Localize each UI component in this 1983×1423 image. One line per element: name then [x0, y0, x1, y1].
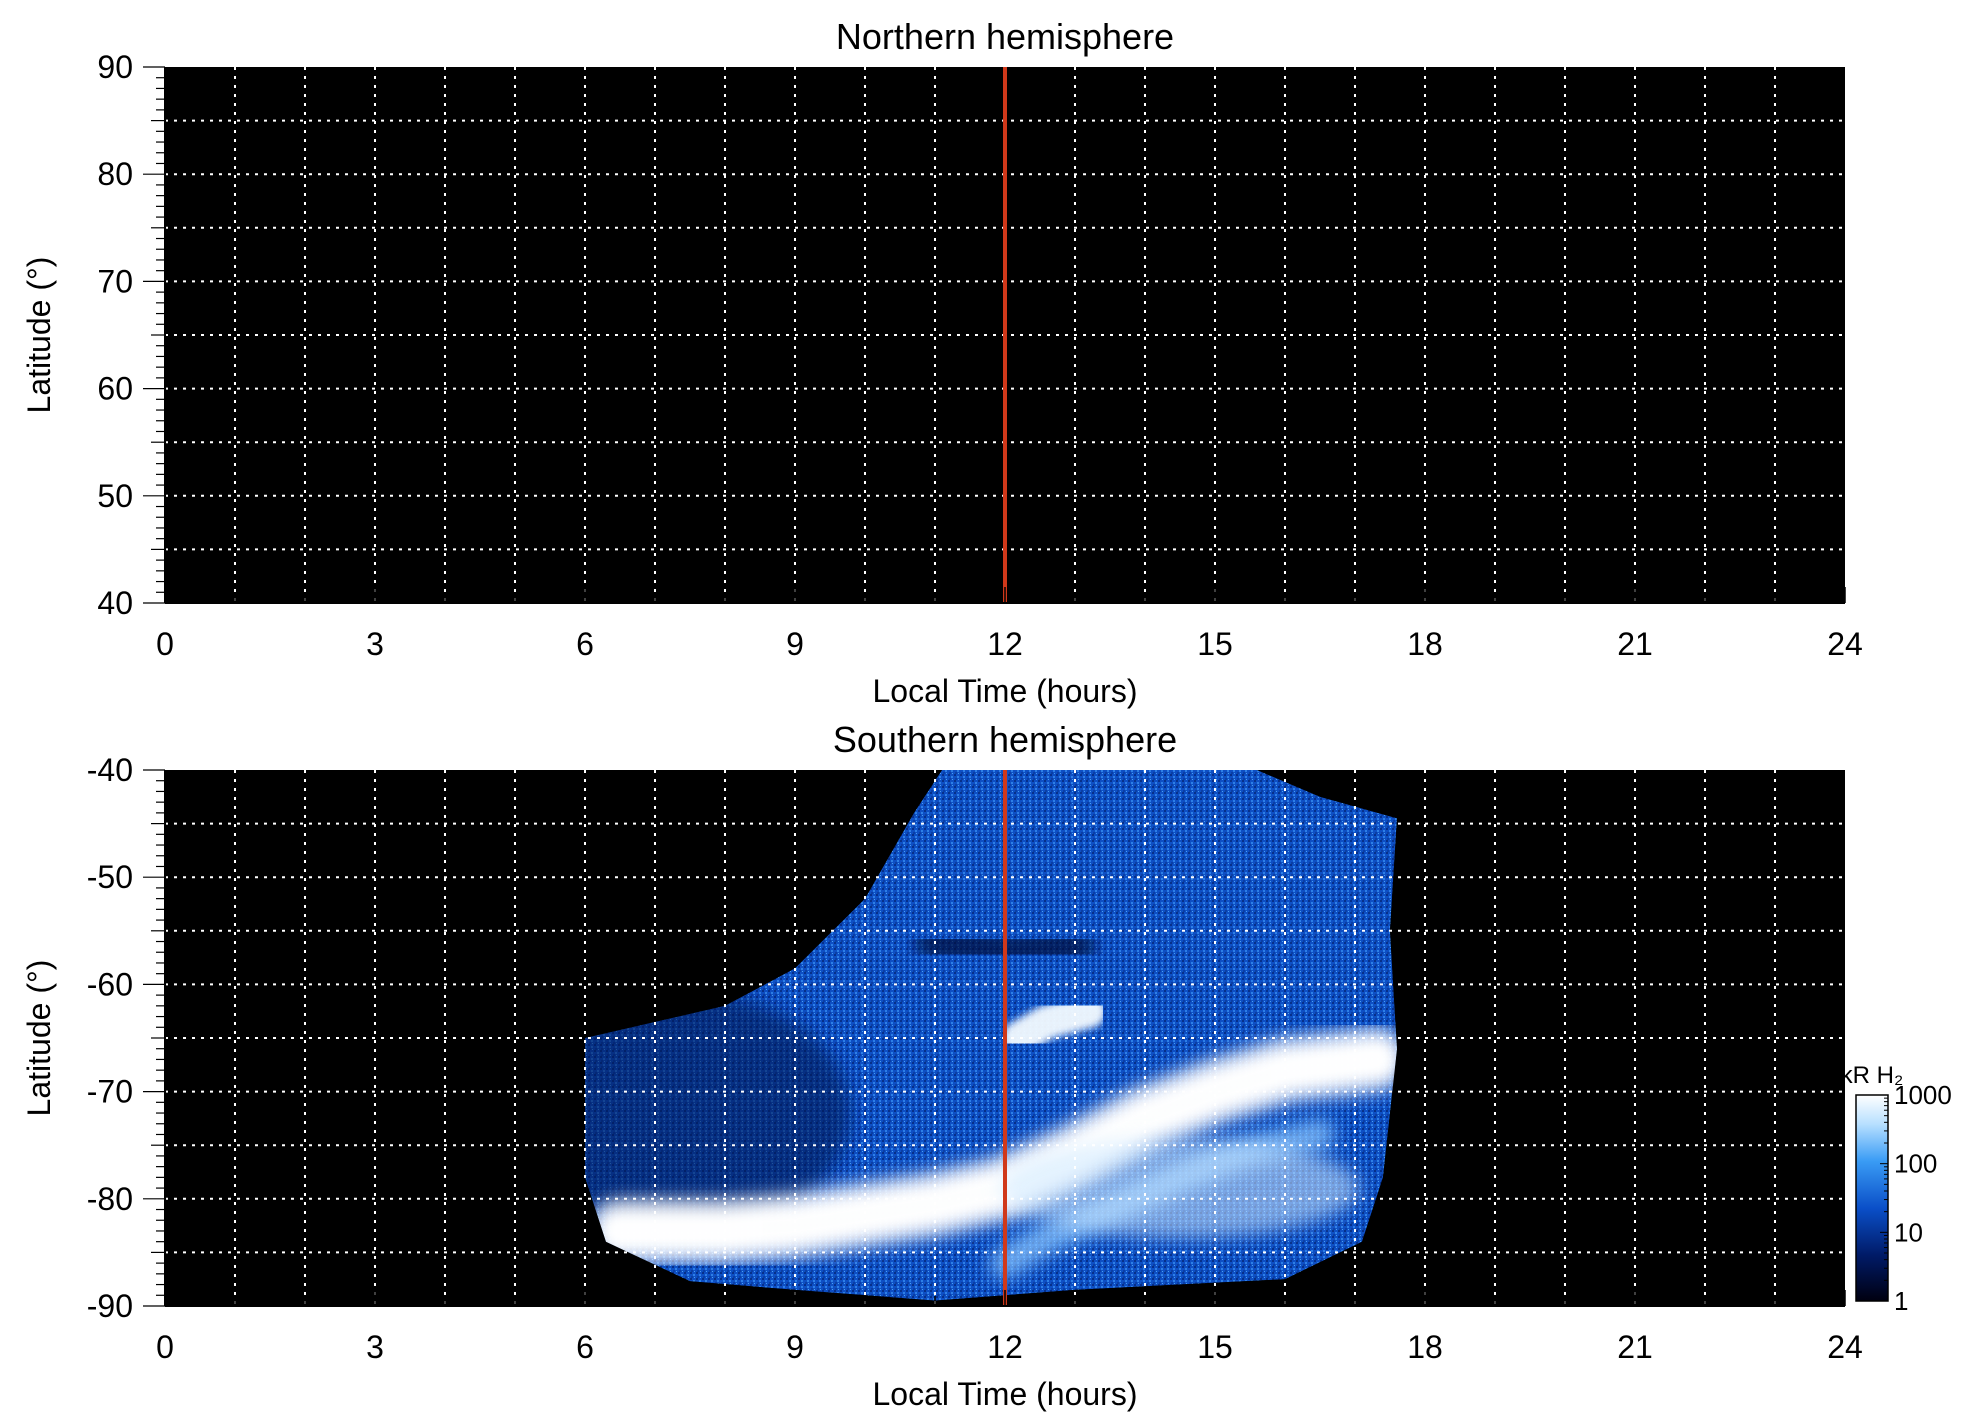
- x-tick-label: 3: [366, 1329, 384, 1365]
- colorbar: kR H₂ 1000 100 10 1: [1841, 1062, 1952, 1316]
- x-tick-label: 6: [576, 626, 594, 662]
- polar-glow: [1000, 1138, 1360, 1239]
- x-tick-label: 12: [987, 1329, 1023, 1365]
- y-tick-label: 40: [97, 585, 133, 621]
- southern-hemisphere-panel: Southern hemisphere 0 3 6 9 12 15 18 21 24 -40 -50…: [21, 719, 1863, 1412]
- x-tick-label: 0: [156, 1329, 174, 1365]
- panel-title: Southern hemisphere: [833, 719, 1177, 760]
- x-tick-label: 12: [987, 626, 1023, 662]
- y-tick-label: -60: [87, 966, 133, 1002]
- y-tick-label: 80: [97, 156, 133, 192]
- colorbar-gradient: [1855, 1094, 1889, 1302]
- x-tick-label: 9: [786, 1329, 804, 1365]
- x-tick-label: 21: [1617, 626, 1653, 662]
- x-tick-label: 0: [156, 626, 174, 662]
- y-tick-label: -40: [87, 752, 133, 788]
- x-axis-label: Local Time (hours): [873, 1376, 1138, 1412]
- y-tick-label: 50: [97, 478, 133, 514]
- x-tick-label: 18: [1407, 1329, 1443, 1365]
- y-axis-label: Latitude (°): [21, 257, 57, 414]
- colorbar-tick-label: 10: [1894, 1217, 1923, 1247]
- axes: 0 3 6 9 12 15 18 21 24 -40 -50 -60 -70 -80 -90: [87, 752, 1863, 1365]
- colorbar-ticks: 1000 100 10 1: [1880, 1080, 1952, 1316]
- colorbar-tick-label: 1000: [1894, 1080, 1952, 1110]
- x-tick-label: 24: [1827, 1329, 1863, 1365]
- x-tick-label: 24: [1827, 626, 1863, 662]
- colorbar-label: kR H₂: [1841, 1062, 1904, 1089]
- x-axis-label: Local Time (hours): [873, 673, 1138, 709]
- y-axis-label: Latitude (°): [21, 960, 57, 1117]
- x-tick-label: 21: [1617, 1329, 1653, 1365]
- y-tick-label: -50: [87, 859, 133, 895]
- colorbar-tick-label: 1: [1894, 1286, 1908, 1316]
- x-tick-label: 6: [576, 1329, 594, 1365]
- x-tick-label: 3: [366, 626, 384, 662]
- x-tick-label: 18: [1407, 626, 1443, 662]
- dawn-dark-region: [585, 993, 850, 1234]
- y-tick-label: 90: [97, 49, 133, 85]
- y-tick-label: -90: [87, 1288, 133, 1324]
- y-tick-label: -70: [87, 1074, 133, 1110]
- x-tick-label: 15: [1197, 626, 1233, 662]
- northern-hemisphere-panel: Northern hemisphere 0 3 6 9 12 15 18 21 24 40 50 60…: [21, 16, 1863, 709]
- x-tick-label: 15: [1197, 1329, 1233, 1365]
- y-tick-label: 60: [97, 371, 133, 407]
- axes: 0 3 6 9 12 15 18 21 24 40 50 60 70 80 90: [97, 49, 1862, 662]
- x-tick-label: 9: [786, 626, 804, 662]
- y-tick-label: -80: [87, 1181, 133, 1217]
- panel-title: Northern hemisphere: [836, 16, 1174, 57]
- y-tick-label: 70: [97, 263, 133, 299]
- colorbar-tick-label: 100: [1894, 1149, 1937, 1179]
